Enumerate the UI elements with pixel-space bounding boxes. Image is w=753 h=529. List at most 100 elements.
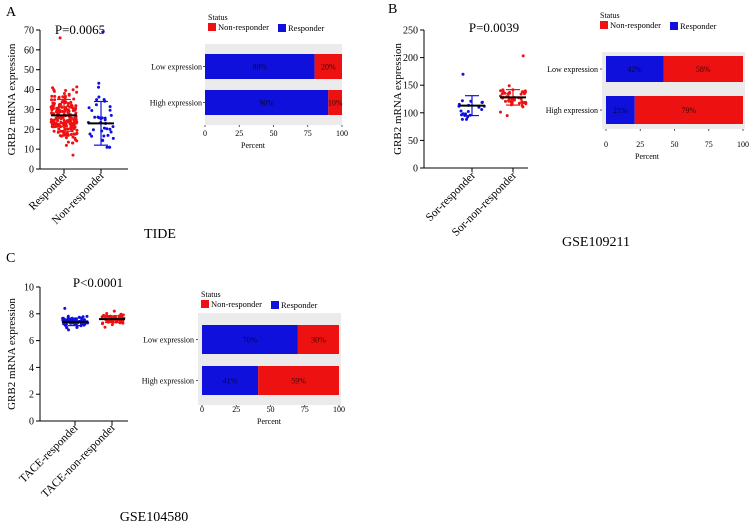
data-point (55, 107, 59, 111)
data-point (61, 95, 65, 99)
data-point (101, 321, 105, 325)
data-point (480, 101, 484, 104)
data-point (60, 134, 64, 138)
y-tick-label: 250 (403, 26, 418, 37)
data-point (96, 115, 100, 119)
data-point (71, 141, 74, 145)
bar-data-label: 10% (328, 99, 343, 108)
bar-row-label: Low expression (547, 65, 598, 74)
data-point (90, 134, 94, 138)
data-point (94, 103, 98, 107)
data-point (49, 118, 53, 122)
data-point (52, 104, 56, 107)
panel-letter: C (6, 251, 15, 266)
data-point (69, 100, 73, 104)
data-point (459, 109, 463, 113)
legend-title: Status (201, 290, 221, 299)
data-point (465, 117, 468, 121)
y-tick-label: 0 (29, 165, 34, 176)
legend-swatch-responder (271, 301, 279, 309)
y-tick-label: 20 (24, 125, 34, 136)
legend-title: Status (208, 13, 228, 22)
data-point (111, 136, 115, 140)
data-point (520, 90, 524, 94)
data-point (57, 127, 61, 131)
x-tick-label: 100 (737, 140, 749, 149)
y-tick-label: 40 (24, 85, 34, 96)
data-point (51, 125, 55, 129)
x-tick-label: 0 (604, 140, 608, 149)
data-point (106, 133, 110, 137)
data-point (53, 98, 57, 102)
data-point (520, 100, 524, 104)
bar-segment-responder (202, 325, 298, 354)
data-point (53, 94, 57, 98)
data-point (509, 100, 513, 104)
x-tick-label: 50 (270, 129, 278, 138)
data-point (75, 85, 79, 89)
x-tick-label: 100 (333, 405, 345, 414)
bar-data-label: 79% (682, 106, 697, 115)
y-tick-label: 0 (29, 417, 34, 428)
data-point (501, 88, 505, 92)
data-point (502, 91, 506, 95)
data-point (507, 99, 511, 102)
data-point (109, 130, 113, 134)
data-point (60, 110, 64, 113)
bar-segment-responder (606, 56, 664, 82)
bar-row-label: High expression (546, 106, 598, 115)
data-point (50, 98, 53, 102)
dataset-label: GSE109211 (562, 235, 630, 250)
data-point (87, 106, 91, 110)
data-point (52, 106, 55, 110)
scatter-plot: 0 10 20 30 40 50 60 70 GRB2 mRNA expression P=0.0… (6, 22, 128, 227)
data-point (88, 132, 92, 136)
bar-segment-non-responder (328, 90, 342, 115)
data-point (461, 72, 465, 76)
y-tick-label: 30 (24, 105, 34, 116)
bar-row-label: High expression (142, 377, 194, 386)
data-point (108, 127, 112, 131)
p-value: P=0.0065 (55, 22, 105, 37)
data-point (105, 127, 109, 131)
x-tick-label: 0 (200, 405, 204, 414)
data-point (64, 136, 68, 140)
group-1 (61, 306, 90, 332)
x-tick-label: 75 (304, 129, 312, 138)
data-point (523, 90, 527, 94)
data-point (102, 98, 106, 101)
legend-label-non-responder: Non-responder (218, 22, 269, 32)
data-point (101, 30, 105, 34)
data-point (69, 133, 73, 136)
x-axis-label: Percent (241, 141, 266, 150)
bar-data-label: 58% (696, 65, 711, 74)
data-point (460, 99, 464, 103)
bar-segment-non-responder (314, 54, 342, 79)
data-point (97, 95, 101, 99)
dataset-label: GSE104580 (120, 510, 188, 525)
x-tick-label: 0 (203, 129, 207, 138)
data-point (466, 115, 470, 119)
data-point (480, 108, 484, 111)
data-point (59, 121, 63, 125)
x-tick-label: 25 (235, 129, 243, 138)
dataset-label: TIDE (144, 227, 176, 242)
panel-letter: B (388, 2, 397, 17)
data-point (506, 92, 510, 96)
data-point (71, 153, 75, 157)
y-tick-label: 100 (403, 108, 418, 119)
data-point (499, 110, 502, 114)
y-tick-label: 2 (29, 390, 34, 401)
panel-c: C 0 2 4 6 8 10 GRB2 mRNA expression P<0.0001 TACE… (6, 251, 345, 525)
panel-a: A 0 10 20 30 40 50 60 70 GRB2 mRNA expression P=0.… (6, 5, 348, 242)
data-point (56, 110, 60, 114)
data-point (71, 124, 75, 128)
data-point (60, 105, 64, 109)
data-point (70, 105, 74, 109)
bar-data-label: 90% (259, 99, 274, 108)
panel-letter: A (6, 5, 17, 20)
data-point (110, 323, 114, 327)
y-tick-label: 8 (29, 309, 34, 320)
